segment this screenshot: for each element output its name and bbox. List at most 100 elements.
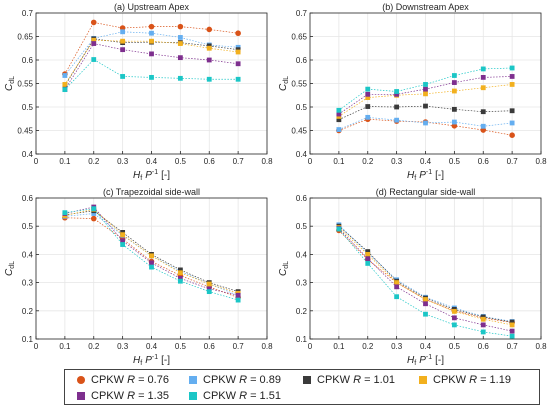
data-point [149,253,154,259]
data-point [120,242,126,247]
x-tick-label: 0.3 [117,157,129,166]
y-tick-label: 0.45 [17,127,33,136]
y-tick-label: 0.6 [296,56,308,65]
x-tick-label: 0 [34,157,39,166]
y-axis-label: CdL [278,76,290,91]
x-tick-label: 0.8 [535,342,547,351]
data-point [509,120,515,126]
data-point [423,103,428,109]
data-point [394,294,400,300]
x-tick-label: 0.6 [204,157,216,166]
data-point [509,65,515,71]
y-tick-label: 0.7 [296,9,308,18]
data-point [177,267,183,273]
data-point [336,107,342,113]
y-tick-label: 0.45 [291,127,307,136]
data-point [394,284,400,290]
x-tick-label: 0.3 [391,342,403,351]
x-tick-label: 0.1 [333,342,345,351]
legend: CPKW R = 0.76 CPKW R = 0.89 CPKW R = 1.01 C… [64,369,540,405]
data-point [149,74,154,80]
data-point [120,38,126,44]
y-tick-label: 0.55 [17,80,33,89]
data-point [394,104,400,110]
x-tick-label: 0.7 [233,342,245,351]
data-point [177,275,183,281]
y-tick-label: 0.1 [296,335,308,344]
x-tick-label: 0 [308,342,313,351]
data-point [365,256,371,262]
data-point [451,80,457,85]
data-point [423,91,428,97]
data-point [451,315,457,321]
data-point [365,86,371,92]
data-point [149,30,154,36]
y-tick-label: 0.4 [296,150,308,159]
data-point [394,91,400,97]
y-tick-label: 0.3 [296,279,308,288]
data-point [62,73,68,78]
chart-panel-2: 0 0.1 0.2 0.3 0.4 0.5 0.6 0.7 0.80.10.20.30.40.5… [4,187,273,367]
data-point [91,206,97,212]
data-point [90,19,97,26]
y-tick-label: 0.5 [22,103,34,112]
data-point [177,41,183,46]
data-point [206,286,212,292]
x-axis-label: Hf P-1 [-] [133,354,170,367]
x-tick-label: 0.8 [261,342,273,351]
data-point [365,104,371,109]
x-tick-label: 0 [308,157,313,166]
data-point [206,57,212,63]
chart-title: (c) Trapezoidal side-wall [103,187,200,197]
legend-label: CPKW R = 0.76 [91,374,169,386]
y-tick-label: 0.7 [22,9,34,18]
x-tick-label: 0.5 [175,342,187,351]
data-point [509,319,515,325]
data-point [480,329,486,335]
data-point [365,91,371,97]
y-tick-label: 0.4 [296,250,308,259]
data-point [206,76,212,82]
data-point [480,109,486,115]
y-tick-label: 0.1 [22,335,34,344]
y-tick-label: 0.5 [296,222,308,231]
y-axis-label: CdL [4,76,16,91]
data-point [149,260,154,266]
legend-item: CPKW R = 0.76 [77,372,169,388]
x-tick-label: 0.7 [507,342,519,351]
data-point [120,238,126,244]
data-point [365,252,371,257]
x-tick-label: 0.5 [175,157,187,166]
data-point [91,37,97,43]
y-tick-label: 0.4 [22,250,34,259]
y-tick-label: 0.6 [22,194,34,203]
data-point [62,82,68,87]
data-point [451,106,457,112]
legend-item: CPKW R = 0.89 [189,372,281,388]
legend-item: CPKW R = 1.19 [419,372,511,388]
chart-panel-0: 0 0.1 0.2 0.3 0.4 0.5 0.6 0.7 0.8 0.4 0.45 0.5 0.55 0… [4,2,273,182]
data-point [62,87,68,93]
x-tick-label: 0.2 [362,157,374,166]
data-point [423,120,428,126]
x-tick-label: 0.1 [333,157,345,166]
data-point [235,292,241,298]
data-point [235,297,241,303]
x-tick-label: 0.8 [535,157,547,166]
data-point [235,61,241,67]
x-tick-label: 0.7 [507,157,519,166]
data-point [177,278,183,284]
x-axis-label: Hf P-1 [-] [407,354,444,367]
data-point [509,74,515,79]
data-point [91,41,97,46]
data-point [120,29,126,35]
data-point [394,280,400,285]
figure-canvas: 0 0.1 0.2 0.3 0.4 0.5 0.6 0.7 0.80.40.450.50.550… [4,2,547,367]
data-point [480,322,486,328]
data-point [206,289,212,295]
data-point [177,270,183,276]
data-point [423,301,428,307]
data-point [91,211,97,216]
data-point [423,297,428,302]
data-point [148,23,155,30]
